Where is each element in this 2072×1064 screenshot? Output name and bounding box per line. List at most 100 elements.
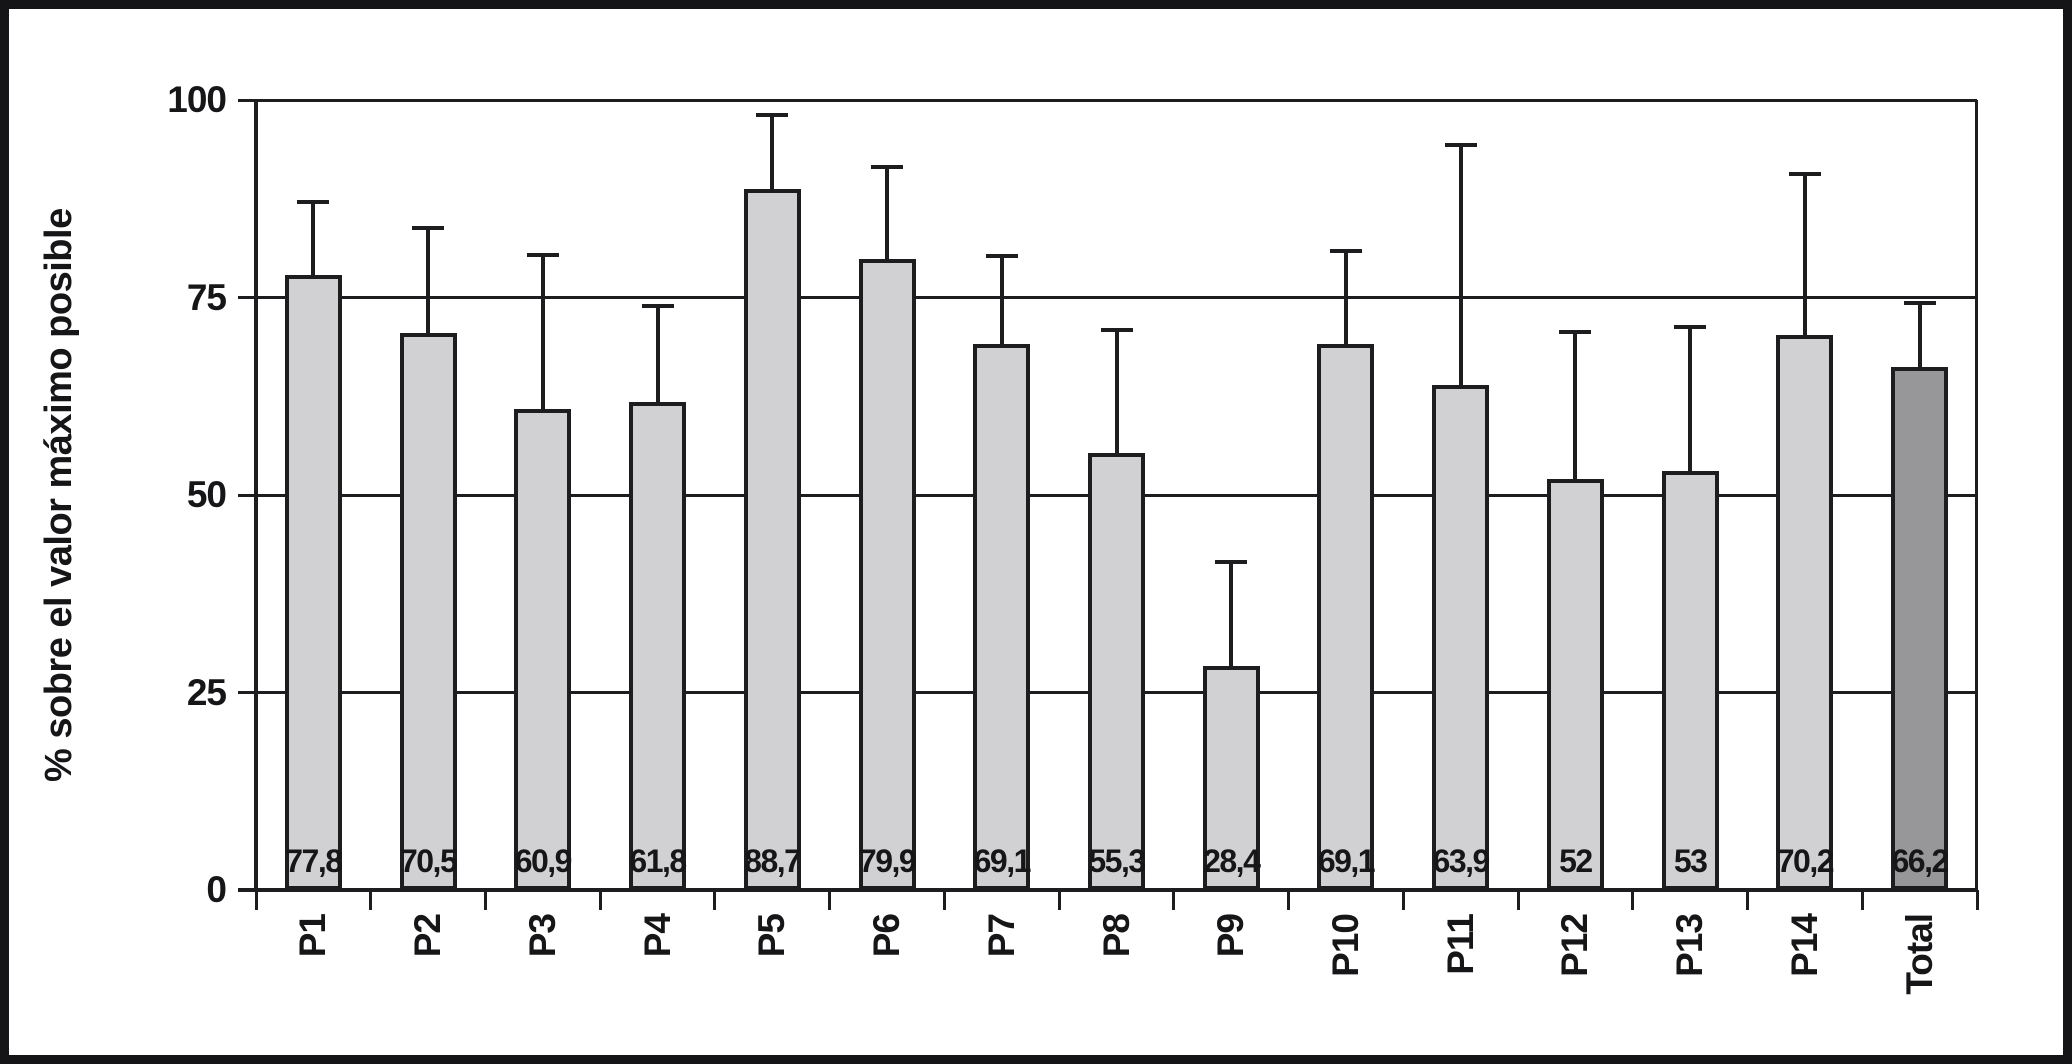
y-tick-75 [238,296,256,299]
error-bar-line [1688,325,1693,474]
bar-value-label: 28,4 [1203,843,1261,879]
x-tick [942,890,946,910]
x-tick [1631,890,1635,910]
gridline-75 [256,296,1977,299]
bar-value-label: 70,5 [399,843,458,879]
x-tick-label-p6: P6 [866,914,908,958]
y-tick-label: 50 [186,474,227,515]
y-tick-25 [238,691,256,694]
x-tick [828,890,832,910]
error-bar-line [999,254,1004,347]
bar-p5 [743,189,801,890]
error-bar-cap [526,253,559,258]
error-bar-line [540,253,545,411]
bar-p6 [858,258,916,890]
x-tick [1746,890,1750,910]
error-bar-cap [756,112,789,117]
error-bar-line [770,112,775,192]
error-bar-line [885,164,890,261]
bar-p11 [1432,385,1490,890]
bar-value-label: 63,9 [1432,843,1491,879]
error-bar-cap [412,225,445,230]
x-tick-label-p13: P13 [1669,914,1711,977]
bar-p10 [1317,344,1375,890]
error-bar-cap [1100,328,1133,333]
bar-value-label: 69,1 [1317,843,1376,879]
y-tick-label: 100 [167,79,227,120]
error-bar-line [426,225,431,336]
error-bar-line [1917,301,1922,370]
x-tick-label-p1: P1 [292,914,334,958]
error-bar-cap [1215,559,1248,564]
bar-value-label: 79,9 [858,843,917,879]
error-bar-line [1573,329,1578,482]
error-bar-line [1802,171,1807,338]
bar-value-label: 53 [1673,843,1708,879]
bar-p14 [1776,335,1834,890]
bar-p7 [973,344,1031,890]
error-bar-line [311,199,316,278]
x-tick [1057,890,1061,910]
bar-value-label: 55,3 [1088,843,1146,879]
x-tick [1516,890,1520,910]
bar-value-label: 77,8 [285,843,343,879]
x-tick [483,890,487,910]
x-axis-line [238,888,1977,892]
y-tick-0 [238,888,256,892]
x-tick [369,890,373,910]
error-bar-cap [1903,301,1936,306]
x-tick-label-p2: P2 [407,914,449,958]
error-bar-line [655,303,660,404]
error-bar-cap [871,164,904,169]
error-bar-cap [297,199,330,204]
bar-total [1891,367,1949,890]
bar-p1 [284,275,342,890]
y-tick-label: 0 [206,869,227,910]
y-tick-100 [238,98,256,102]
error-bar-cap [1788,171,1821,176]
x-tick [1975,890,1979,910]
bar-p13 [1661,471,1719,890]
error-bar-line [1114,328,1119,456]
x-tick-label-p3: P3 [521,914,563,958]
x-tick [1401,890,1405,910]
error-bar-cap [1559,329,1592,334]
y-axis-title: % sobre el valor máximo posible [38,208,80,782]
bar-p9 [1202,665,1260,890]
bar-value-label: 66,2 [1891,843,1949,879]
x-tick [254,890,258,910]
x-tick [598,890,602,910]
x-tick [1860,890,1864,910]
x-tick-label-p4: P4 [636,914,678,958]
x-tick [1287,890,1291,910]
x-tick-label-p11: P11 [1439,914,1481,975]
y-tick-50 [238,493,256,497]
y-tick-label: 25 [186,671,227,713]
error-bar-cap [1674,325,1707,330]
bar-p12 [1546,479,1604,890]
bar-value-label: 60,9 [514,843,573,879]
error-bar-cap [1329,249,1362,254]
plot-area: 0 25 50 75 100 77,8 P1 70,5 P2 60,9 P3 61,8 P4 88,7 P5… [167,80,1979,995]
x-tick-label-p12: P12 [1554,914,1596,977]
bar-value-label: 88,7 [744,843,802,879]
bar-value-label: 69,1 [973,843,1032,879]
x-tick-label-p10: P10 [1324,914,1366,977]
error-bar-line [1458,142,1463,388]
bar-p2 [399,333,457,890]
error-bar-cap [641,303,674,308]
x-tick-label-p8: P8 [1095,914,1137,958]
x-tick-label-p5: P5 [751,914,793,958]
error-bar-line [1229,559,1234,668]
bar-value-label: 70,2 [1776,843,1835,879]
y-tick-label: 75 [186,276,227,318]
error-bar-cap [985,254,1018,259]
x-tick-label-total: Total [1898,914,1940,995]
x-tick-label-p14: P14 [1783,914,1825,977]
x-tick-label-p7: P7 [980,914,1022,958]
error-bar-line [1343,249,1348,347]
error-bar-cap [1444,142,1477,147]
x-tick-label-p9: P9 [1210,914,1252,958]
